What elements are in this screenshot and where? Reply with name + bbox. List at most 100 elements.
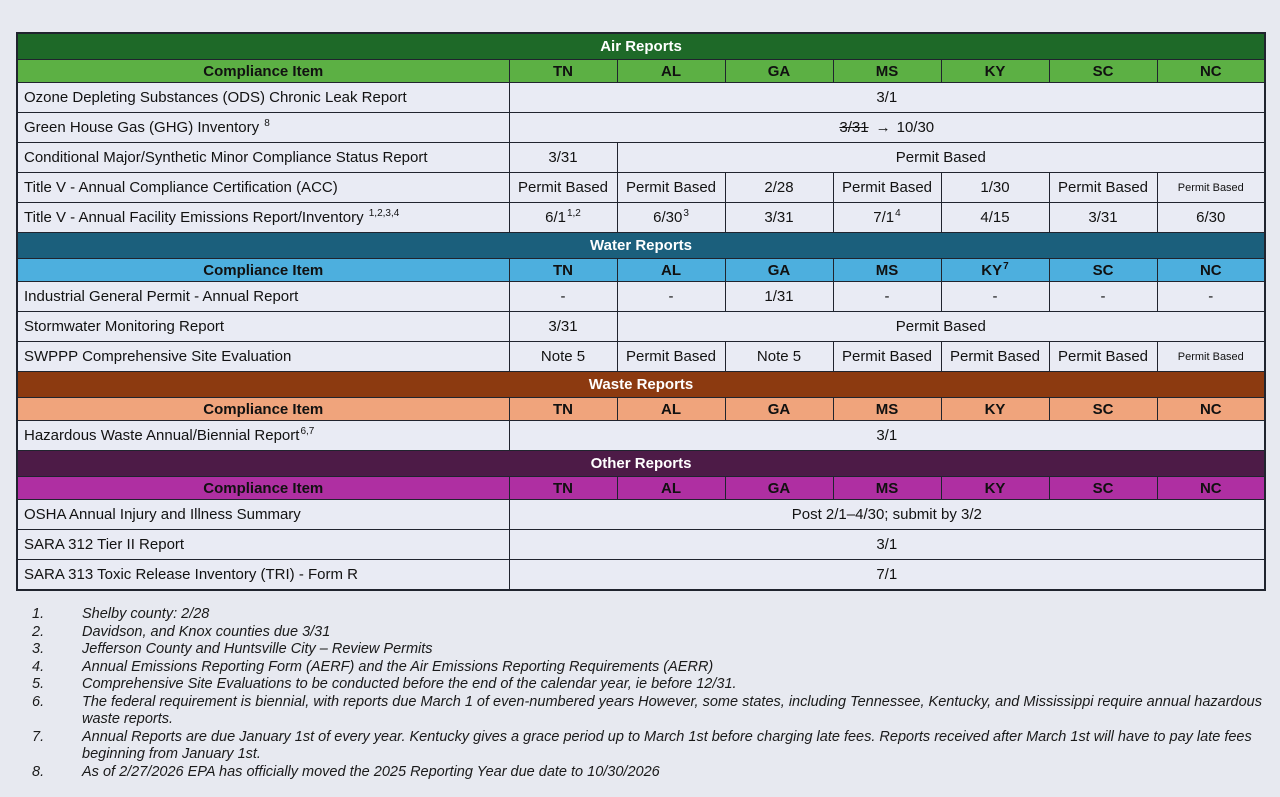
compliance-item-cell: SARA 313 Toxic Release Inventory (TRI) -…	[16, 559, 510, 591]
table-row: SARA 313 Toxic Release Inventory (TRI) -…	[16, 559, 1266, 591]
footnote-text: Annual Emissions Reporting Form (AERF) a…	[82, 658, 714, 675]
value-cell: 3/31	[508, 311, 618, 342]
value-cell: -	[508, 281, 618, 312]
value-cell: Post 2/1–4/30; submit by 3/2	[508, 499, 1266, 530]
footnote-number: 7.	[32, 728, 45, 745]
table-row: Industrial General Permit - Annual Repor…	[16, 281, 1266, 312]
value-cell: Permit Based	[1048, 341, 1158, 372]
section-title-other: Other Reports	[16, 450, 1266, 477]
superscript-note-ref: 8	[264, 118, 270, 129]
footnote-number: 2.	[32, 623, 45, 640]
table-row: SARA 312 Tier II Report 3/1	[16, 529, 1266, 560]
value-cell: 3/31	[1048, 202, 1158, 233]
footnotes-list: 1. Shelby county: 2/28 2. Davidson, and Kno…	[32, 606, 1262, 781]
column-header-row-other: Compliance Item TN AL GA MS KY SC NC	[16, 476, 1266, 500]
compliance-item-cell: SARA 312 Tier II Report	[16, 529, 510, 560]
table-row: Conditional Major/Synthetic Minor Compli…	[16, 142, 1266, 173]
value-cell: Permit Based	[1048, 172, 1158, 203]
superscript-note-ref: 6,7	[300, 426, 315, 437]
value-cell: Permit Based	[616, 142, 1266, 173]
state-header-ga: GA	[724, 258, 834, 282]
state-header-al: AL	[616, 397, 726, 421]
state-header-al: AL	[616, 59, 726, 83]
table-row: Hazardous Waste Annual/Biennial Report6,…	[16, 420, 1266, 451]
new-date: 10/30	[896, 119, 935, 136]
compliance-item-cell: Green House Gas (GHG) Inventory 8	[16, 112, 510, 143]
section-row-air: Air Reports	[16, 32, 1266, 60]
state-header-ky: KY	[940, 476, 1050, 500]
state-header-nc: NC	[1156, 397, 1266, 421]
footnote-item: 6. The federal requirement is biennial, w…	[32, 694, 1262, 729]
state-header-sc: SC	[1048, 397, 1158, 421]
footnote-number: 8.	[32, 763, 45, 780]
value-cell: -	[940, 281, 1050, 312]
footnote-number: 4.	[32, 658, 45, 675]
section-row-other: Other Reports	[16, 450, 1266, 477]
value-cell: Permit Based	[616, 311, 1266, 342]
value-cell: Permit Based	[508, 172, 618, 203]
state-header-ms: MS	[832, 476, 942, 500]
compliance-item-cell: Industrial General Permit - Annual Repor…	[16, 281, 510, 312]
state-header-ms: MS	[832, 397, 942, 421]
state-header-nc: NC	[1156, 476, 1266, 500]
table-row: Ozone Depleting Substances (ODS) Chronic…	[16, 82, 1266, 113]
struck-old-date: 3/31	[839, 119, 869, 136]
arrow-right-icon: →	[875, 119, 891, 136]
state-header-ga: GA	[724, 476, 834, 500]
state-header-ga: GA	[724, 397, 834, 421]
compliance-item-cell: Title V - Annual Facility Emissions Repo…	[16, 202, 510, 233]
value-cell: Permit Based	[832, 172, 942, 203]
value-cell: 2/28	[724, 172, 834, 203]
section-row-water: Water Reports	[16, 232, 1266, 259]
value-cell: 6/30	[1156, 202, 1266, 233]
compliance-item-cell: Hazardous Waste Annual/Biennial Report6,…	[16, 420, 510, 451]
section-title-waste: Waste Reports	[16, 371, 1266, 398]
compliance-item-cell: OSHA Annual Injury and Illness Summary	[16, 499, 510, 530]
compliance-item-cell: Conditional Major/Synthetic Minor Compli…	[16, 142, 510, 173]
state-header-sc: SC	[1048, 476, 1158, 500]
compliance-table-body: Air Reports Compliance Item TN AL GA MS KY SC NC…	[16, 32, 1266, 591]
value-cell: Permit Based	[616, 341, 726, 372]
state-header-ky: KY7	[940, 258, 1050, 282]
footnote-item: 7. Annual Reports are due January 1st of …	[32, 729, 1262, 764]
footnote-number: 3.	[32, 641, 45, 657]
table-row: Stormwater Monitoring Report 3/31 Permit B…	[16, 311, 1266, 342]
compliance-item-header: Compliance Item	[16, 59, 510, 83]
superscript-note-ref: 4	[895, 208, 901, 219]
footnote-item: 5. Comprehensive Site Evaluations to be c…	[32, 676, 1262, 694]
table-row: Title V - Annual Compliance Certificatio…	[16, 172, 1266, 203]
section-title-air: Air Reports	[16, 32, 1266, 60]
state-header-tn: TN	[508, 397, 618, 421]
value-cell: 3/1	[508, 82, 1266, 113]
value-cell: Permit Based	[940, 341, 1050, 372]
compliance-item-header: Compliance Item	[16, 476, 510, 500]
superscript-note-ref: 3	[683, 208, 689, 219]
footnote-item: 8. As of 2/27/2026 EPA has officially mov…	[32, 764, 1262, 782]
state-header-nc: NC	[1156, 59, 1266, 83]
value-cell: 3/31	[724, 202, 834, 233]
state-header-sc: SC	[1048, 258, 1158, 282]
value-cell: 3/1	[508, 529, 1266, 560]
state-header-sc: SC	[1048, 59, 1158, 83]
table-row: OSHA Annual Injury and Illness Summary Po…	[16, 499, 1266, 530]
value-cell: 6/11,2	[508, 202, 618, 233]
superscript-note-ref: 1,2	[566, 208, 581, 219]
footnote-text: Davidson, and Knox counties due 3/31	[82, 623, 331, 640]
state-header-ms: MS	[832, 258, 942, 282]
compliance-item-cell: Stormwater Monitoring Report	[16, 311, 510, 342]
footnote-number: 5.	[32, 676, 45, 692]
value-cell: 3/31 → 10/30	[508, 112, 1266, 143]
compliance-table: Air Reports Compliance Item TN AL GA MS KY SC NC…	[16, 32, 1267, 591]
state-header-al: AL	[616, 476, 726, 500]
footnote-text: Shelby county: 2/28	[82, 606, 210, 622]
table-row: Green House Gas (GHG) Inventory 8 3/31 → 10…	[16, 112, 1266, 143]
superscript-note-ref: 1,2,3,4	[368, 208, 400, 219]
value-cell: 3/31	[508, 142, 618, 173]
section-title-water: Water Reports	[16, 232, 1266, 259]
footnote-number: 1.	[32, 606, 45, 622]
state-header-ms: MS	[832, 59, 942, 83]
table-row: Title V - Annual Facility Emissions Repo…	[16, 202, 1266, 233]
compliance-item-header: Compliance Item	[16, 397, 510, 421]
value-cell: Note 5	[724, 341, 834, 372]
compliance-item-header: Compliance Item	[16, 258, 510, 282]
